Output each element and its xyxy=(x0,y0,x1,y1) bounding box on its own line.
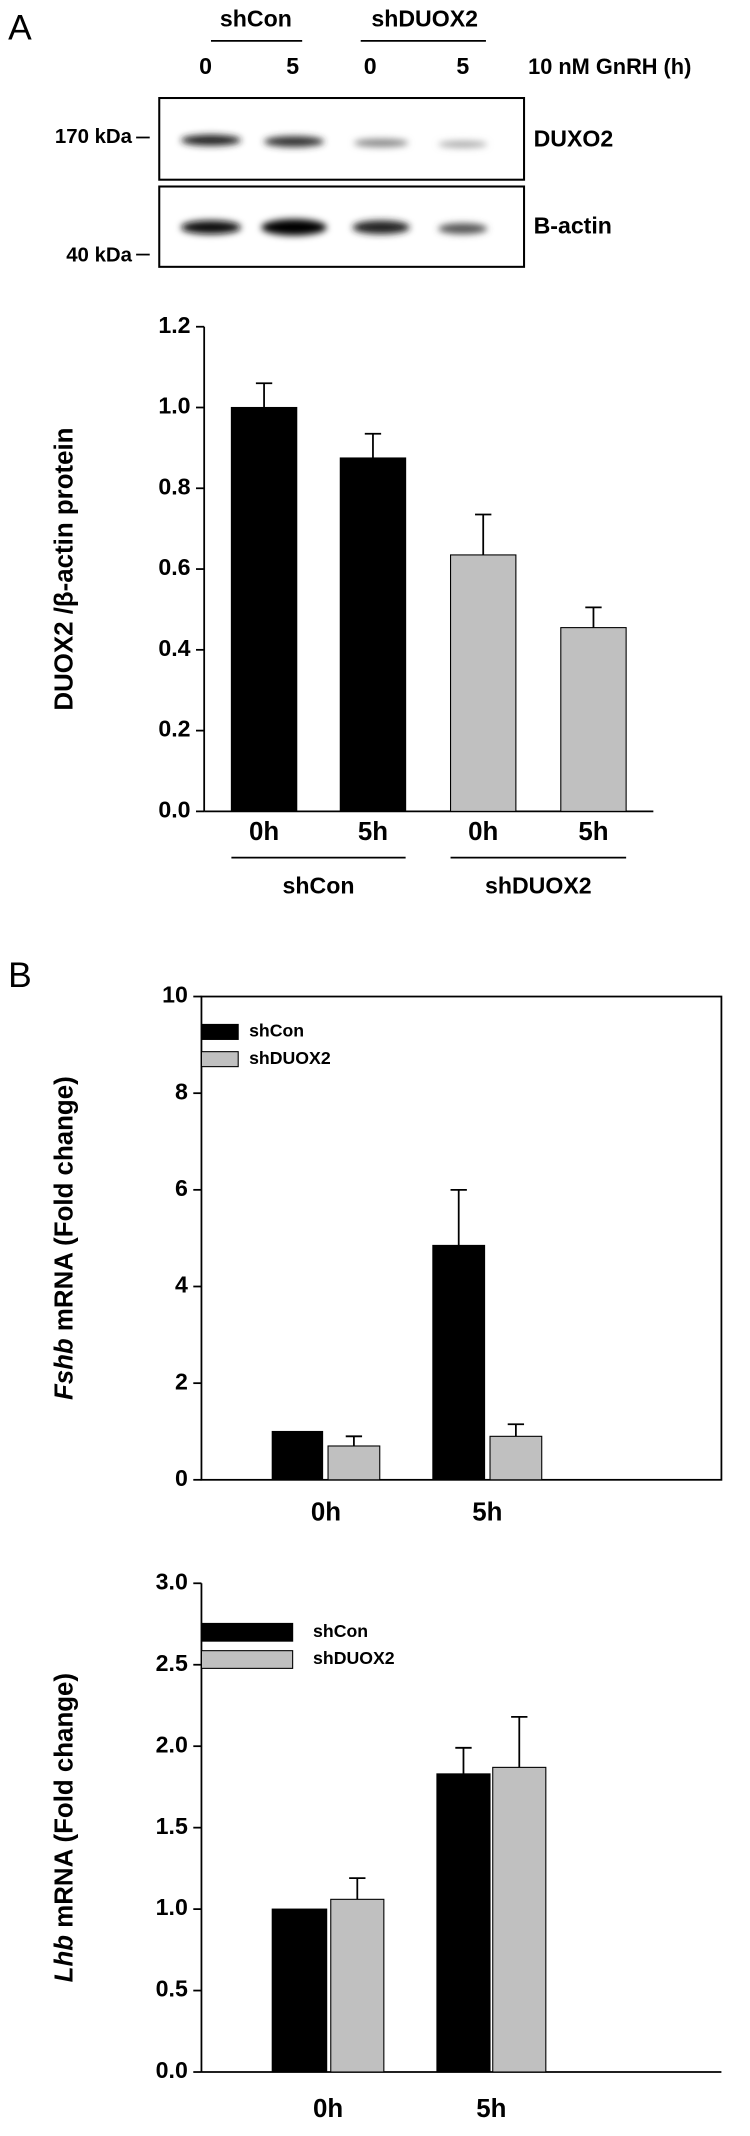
y-tick-label: 0.8 xyxy=(158,473,190,499)
y-tick-label: 2.5 xyxy=(156,1650,188,1676)
y-axis-label: Lhb mRNA (Fold change) xyxy=(50,1673,78,1982)
bar xyxy=(230,406,298,812)
y-tick-label: 0 xyxy=(175,1465,188,1491)
legend-label: shCon xyxy=(313,1621,368,1641)
bar xyxy=(432,1244,486,1481)
row-label: B-actin xyxy=(534,212,612,238)
blot-group: shDUOX2 xyxy=(371,6,478,32)
legend-swatch xyxy=(200,1051,239,1068)
x-tick-label: 5h xyxy=(472,1499,502,1527)
bar xyxy=(436,1773,491,2073)
y-tick-label: 0.4 xyxy=(158,635,190,661)
bar xyxy=(271,1430,324,1481)
legend-swatch xyxy=(200,1650,294,1669)
error-bar xyxy=(349,1877,366,1900)
y-tick-label: 1.0 xyxy=(156,1894,188,1920)
error-bar xyxy=(364,432,382,458)
error-bar xyxy=(450,1188,467,1246)
y-axis-label: DUOX2 /β-actin protein xyxy=(50,428,78,711)
y-label-italic: Fshb xyxy=(50,1338,78,1400)
x-tick-label: 5h xyxy=(358,818,388,846)
bands xyxy=(181,134,488,236)
blot-group: shCon xyxy=(220,6,292,32)
y-label-text: DUOX2 /β-actin protein xyxy=(50,428,78,711)
y-label-text: mRNA (Fold change) xyxy=(50,1673,78,1928)
y-tick-label: 1.5 xyxy=(156,1813,188,1839)
x-tick-label: 0h xyxy=(313,2095,343,2123)
y-tick-label: 2.0 xyxy=(156,1731,188,1757)
bar xyxy=(271,1908,328,2073)
charts: 0.0 0.2 0.4 0.6 0.8 1.0 1.2 DUOX2 /β-actin prot… xyxy=(50,312,723,2123)
y-tick-label: 1.2 xyxy=(158,312,190,338)
y-tick-label: 0.5 xyxy=(156,1976,188,2002)
x-tick-label: 5h xyxy=(476,2095,506,2123)
y-tick-label: 0.2 xyxy=(158,716,190,742)
row-label: DUXO2 xyxy=(534,125,614,151)
bar xyxy=(339,457,407,812)
legend-label: shCon xyxy=(249,1021,304,1041)
error-bar xyxy=(255,382,273,408)
x-tick-label: 0h xyxy=(468,818,498,846)
bar xyxy=(330,1898,385,2073)
panel-label: B xyxy=(8,956,32,995)
group-label: shCon xyxy=(283,873,355,899)
y-tick-label: 0.0 xyxy=(158,796,190,822)
y-tick-label: 0.6 xyxy=(158,554,190,580)
legend-swatch xyxy=(200,1023,239,1040)
treatment-label: 10 nM GnRH (h) xyxy=(528,54,691,79)
group-label: shDUOX2 xyxy=(485,873,592,899)
x-tick-label: 0h xyxy=(249,818,279,846)
error-bar xyxy=(475,513,492,555)
y-tick-label: 0.0 xyxy=(156,2057,188,2083)
western-blot: shCon shDUOX2 0 5 0 5 10 nM GnRH (h) 170… xyxy=(55,6,691,268)
y-tick-label: 4 xyxy=(175,1272,188,1298)
panel-label: A xyxy=(8,8,32,47)
error-bar xyxy=(507,1423,525,1437)
y-label-italic: Lhb xyxy=(50,1935,78,1983)
error-bar xyxy=(511,1715,528,1768)
marker-label: 40 kDa xyxy=(66,244,132,266)
lane-label: 0 xyxy=(364,53,377,79)
bar xyxy=(327,1445,381,1481)
error-bar xyxy=(455,1746,472,1774)
y-tick-label: 1.0 xyxy=(158,393,190,419)
bar xyxy=(489,1435,543,1481)
legend-swatch xyxy=(200,1622,294,1642)
bar xyxy=(450,554,517,812)
legend-label: shDUOX2 xyxy=(249,1048,331,1068)
x-tick-label: 5h xyxy=(578,818,608,846)
legend-label: shDUOX2 xyxy=(313,1648,395,1668)
y-label-text: mRNA (Fold change) xyxy=(50,1076,78,1331)
error-bar xyxy=(345,1435,363,1446)
y-tick-label: 10 xyxy=(162,982,188,1008)
y-axis-label: Fshb mRNA (Fold change) xyxy=(50,1076,78,1400)
lane-label: 5 xyxy=(456,53,469,79)
error-bar xyxy=(585,606,602,628)
y-tick-label: 6 xyxy=(175,1175,188,1201)
y-tick-label: 2 xyxy=(175,1368,188,1394)
marker-label: 170 kDa xyxy=(55,126,133,148)
lane-label: 5 xyxy=(286,53,299,79)
y-tick-label: 3.0 xyxy=(156,1568,188,1594)
y-tick-label: 8 xyxy=(175,1078,188,1104)
x-tick-label: 0h xyxy=(311,1499,341,1527)
bar xyxy=(492,1766,547,2073)
lane-label: 0 xyxy=(199,53,212,79)
bar xyxy=(560,627,627,812)
